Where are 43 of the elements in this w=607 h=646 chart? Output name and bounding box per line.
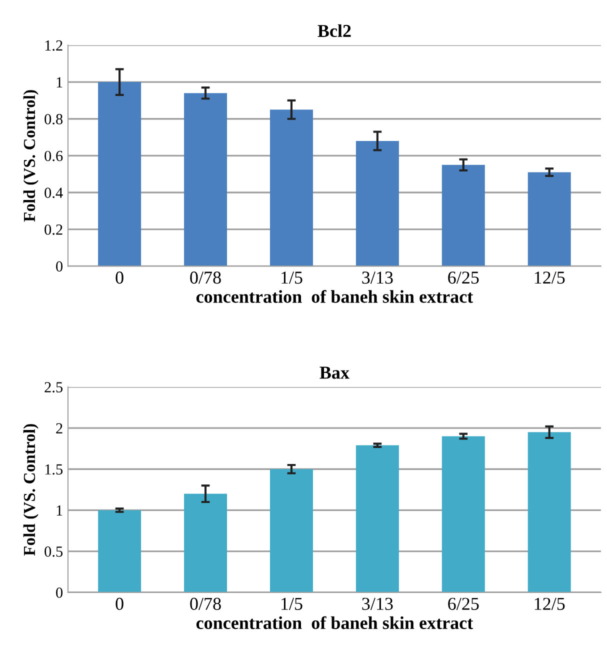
y-axis-title: Fold (VS. Control) — [23, 424, 38, 556]
bar — [270, 110, 313, 266]
y-tick-label: 1 — [56, 77, 62, 88]
x-tick-label: 3/13 — [362, 272, 393, 284]
y-tick-label: 0.4 — [44, 188, 63, 198]
x-tick-label: 0 — [116, 598, 124, 610]
x-axis-title: concentration of baneh skin extract — [196, 616, 474, 630]
y-tick-label: 0.8 — [44, 114, 63, 124]
y-tick-label: 0.2 — [44, 224, 62, 235]
x-tick-label: 12/5 — [534, 272, 565, 284]
bar — [184, 494, 228, 592]
x-tick-label: 6/25 — [448, 272, 479, 284]
x-tick-label: 12/5 — [534, 598, 565, 610]
y-tick-label: 0.5 — [44, 546, 63, 557]
x-tick-label: 1/5 — [282, 272, 302, 284]
bar — [442, 436, 485, 592]
x-tick-label: 1/5 — [282, 598, 302, 610]
y-tick-label: 1.2 — [45, 40, 62, 51]
x-tick-label: 6/25 — [448, 598, 479, 610]
x-tick-label: 0/78 — [190, 598, 221, 610]
y-tick-label: 0 — [56, 588, 63, 598]
chart-title: Bax — [320, 366, 350, 379]
bar — [270, 469, 313, 592]
bar — [442, 164, 485, 266]
y-tick-label: 1.5 — [45, 464, 63, 475]
x-tick-label: 0/78 — [190, 272, 221, 284]
bar — [528, 432, 571, 592]
bar — [98, 510, 142, 592]
y-tick-label: 0.6 — [44, 150, 63, 162]
bar — [98, 82, 142, 266]
y-tick-label: 2.5 — [44, 382, 63, 392]
bar — [356, 445, 399, 592]
y-tick-label: 1 — [56, 505, 62, 516]
x-tick-label: 3/13 — [362, 598, 393, 610]
x-tick-label: 0 — [116, 272, 124, 284]
y-tick-label: 0 — [56, 261, 63, 272]
bar — [184, 93, 228, 266]
x-axis-title: concentration of baneh skin extract — [196, 290, 474, 303]
bar — [528, 172, 571, 266]
y-tick-label: 2 — [56, 423, 62, 434]
chart-title: Bcl2 — [318, 24, 351, 38]
bar — [356, 140, 399, 266]
y-axis-title: Fold (VS. Control) — [23, 90, 38, 222]
